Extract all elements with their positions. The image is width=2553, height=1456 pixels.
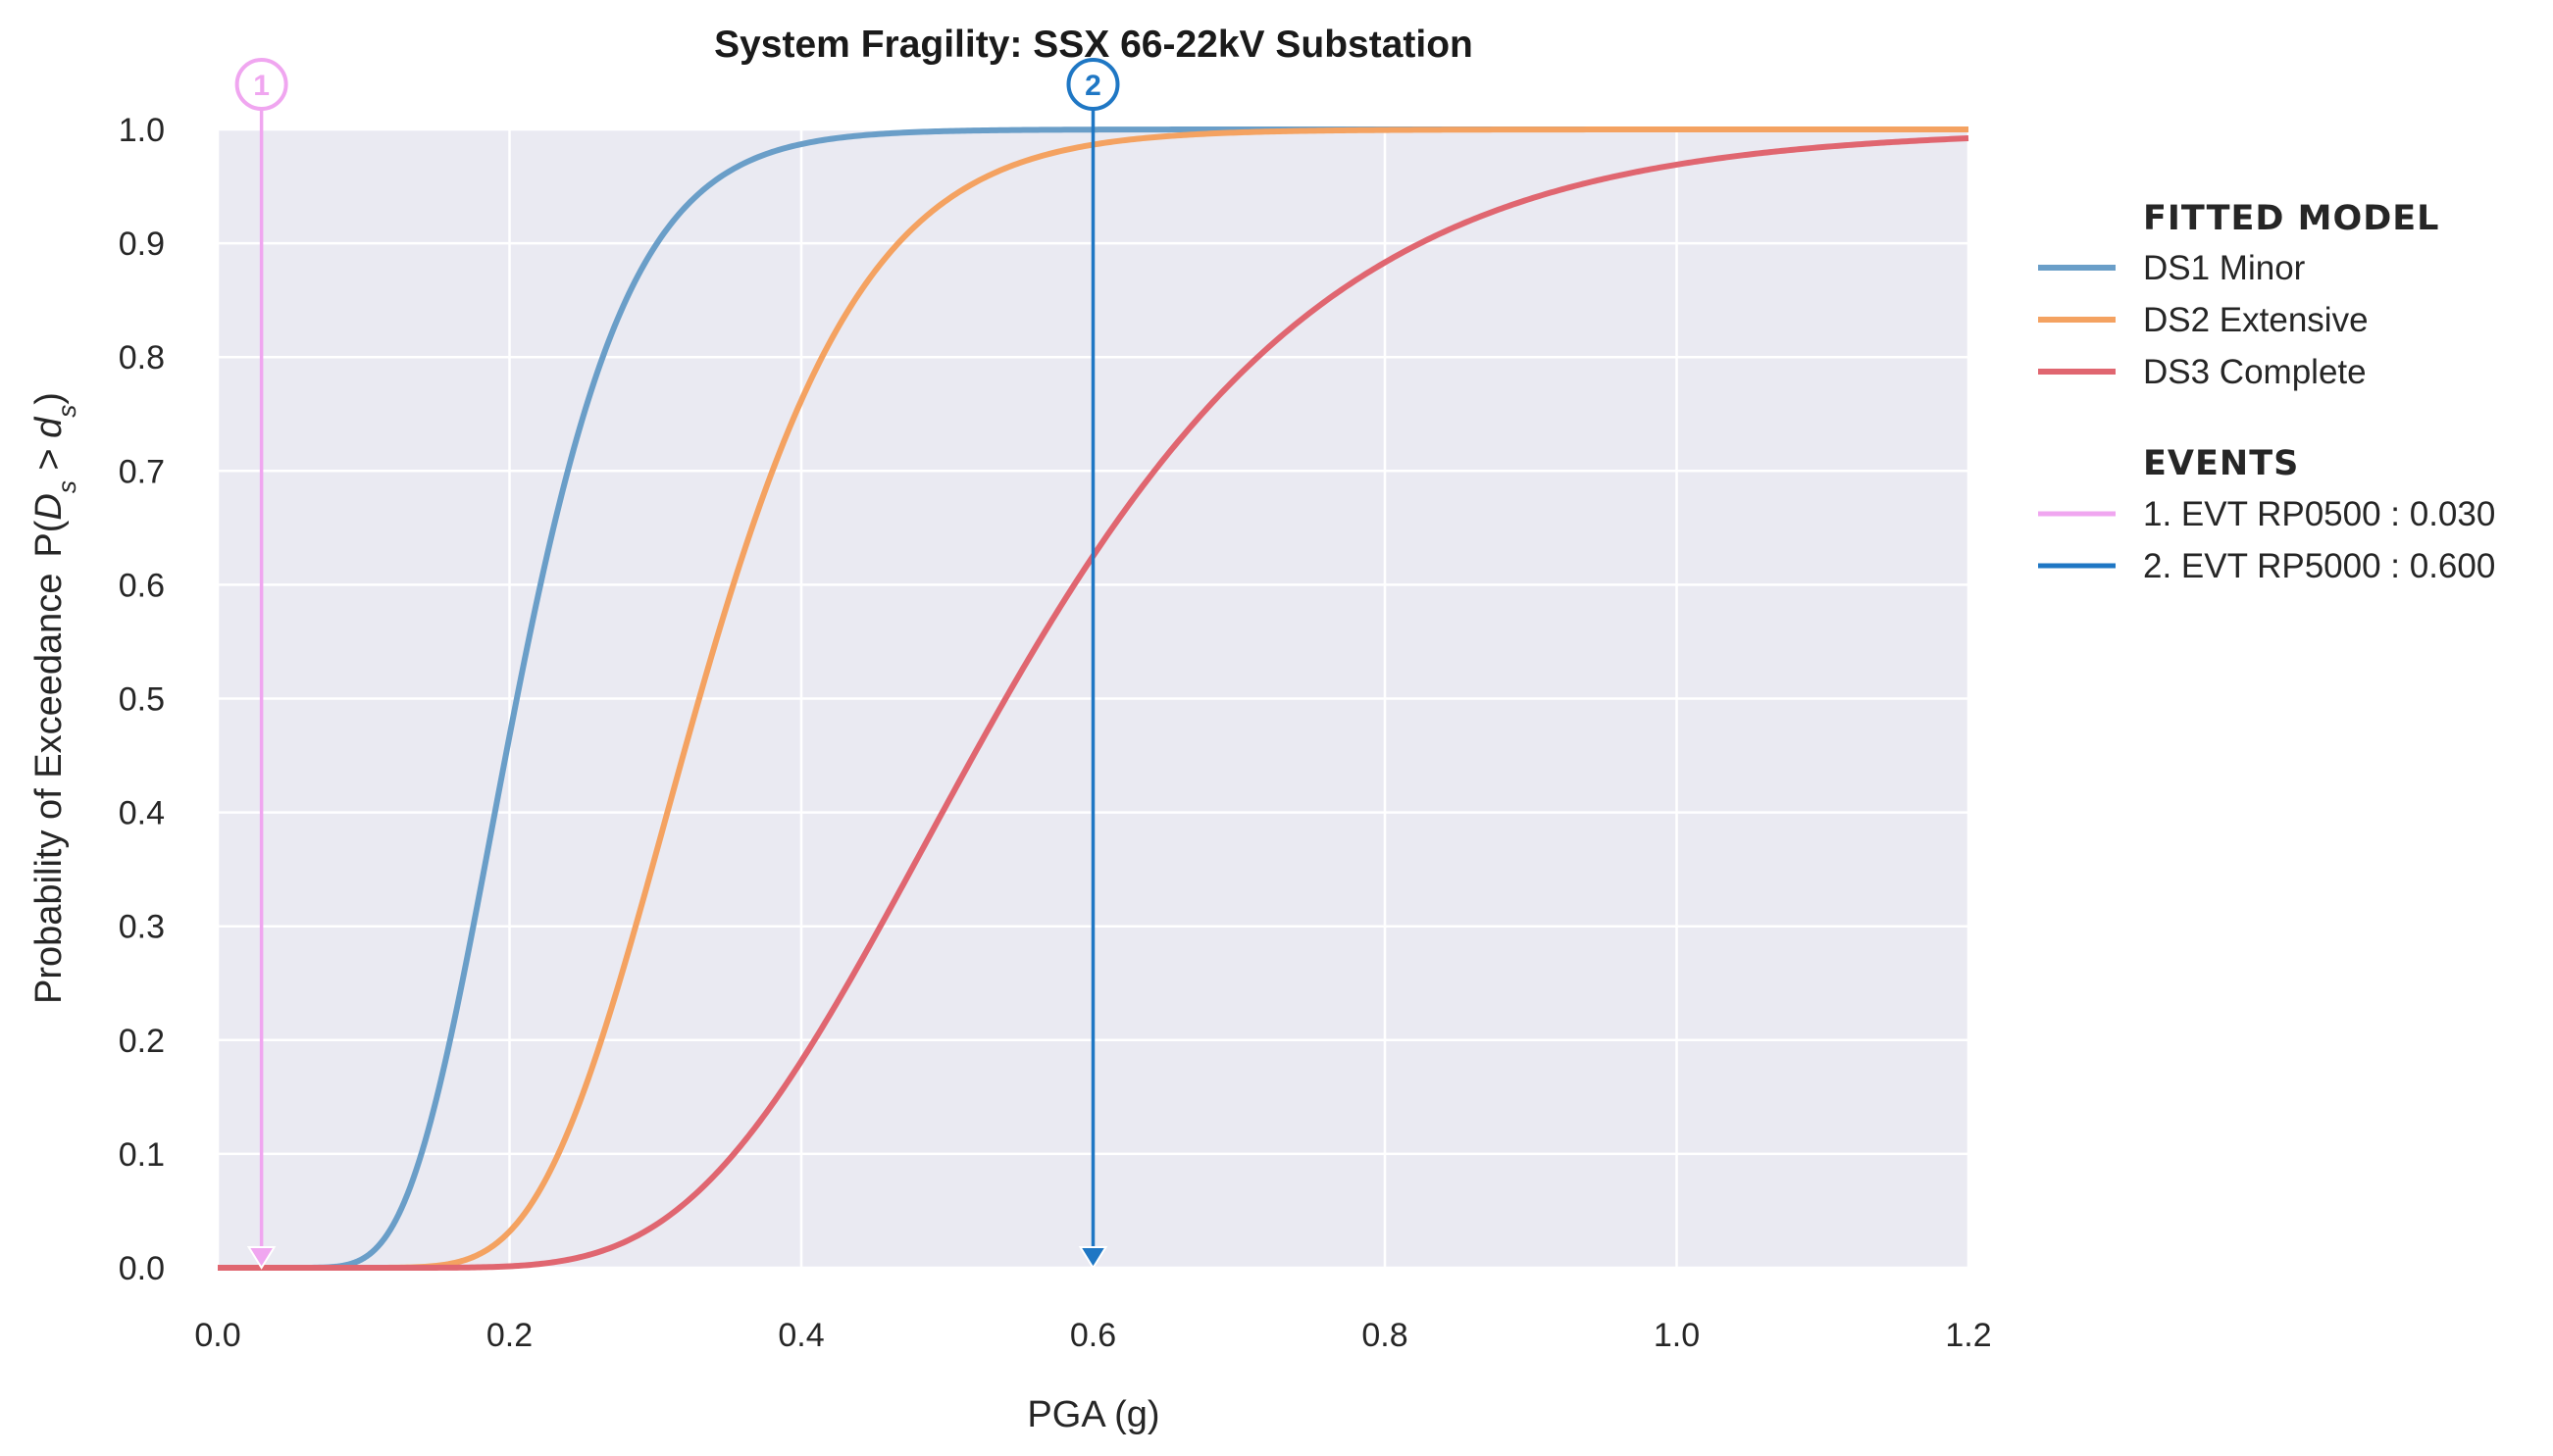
x-tick-label: 0.4 xyxy=(778,1317,824,1354)
x-tick-label: 0.0 xyxy=(194,1317,240,1354)
event-arrow-icon xyxy=(1078,1246,1108,1270)
y-tick-label: 0.6 xyxy=(119,567,165,604)
x-tick-label: 1.0 xyxy=(1654,1317,1700,1354)
y-tick-label: 0.1 xyxy=(119,1136,165,1174)
legend-label: DS1 Minor xyxy=(2143,249,2306,287)
y-axis-label-math: P(Ds > ds) xyxy=(28,392,81,558)
legend-entry: DS3 Complete xyxy=(2038,353,2367,391)
event-number: 1 xyxy=(253,70,270,102)
legend-entry: DS2 Extensive xyxy=(2038,301,2369,339)
x-tick-label: 1.2 xyxy=(1945,1317,1991,1354)
legend-label: DS2 Extensive xyxy=(2143,301,2369,339)
legend-event-entry: 2. EVT RP5000 : 0.600 xyxy=(2038,547,2495,585)
y-tick-label: 0.9 xyxy=(119,226,165,263)
x-tick-label: 0.8 xyxy=(1361,1317,1407,1354)
event-marker-2: 2 xyxy=(1066,58,1120,1270)
event-badge-icon xyxy=(234,58,288,111)
legend-title-model: FITTED MODEL xyxy=(2143,199,2439,238)
y-tick-label: 0.4 xyxy=(119,795,165,832)
event-arrow-icon xyxy=(246,1246,277,1270)
legend-title-events: EVENTS xyxy=(2143,444,2299,483)
y-tick-label: 0.7 xyxy=(119,453,165,490)
y-tick-label: 0.3 xyxy=(119,909,165,946)
legend-label: 1. EVT RP0500 : 0.030 xyxy=(2143,495,2495,533)
event-marker-1: 1 xyxy=(234,58,288,1270)
y-axis-label: Probability of Exceedance P(Ds > ds) xyxy=(28,392,81,1004)
x-tick-label: 0.2 xyxy=(486,1317,533,1354)
legend-label: DS3 Complete xyxy=(2143,353,2367,391)
x-tick-labels: 0.0 0.2 0.4 0.6 0.8 1.0 1.2 xyxy=(194,1317,1991,1354)
event-badge-icon xyxy=(1066,58,1120,111)
y-tick-label: 0.5 xyxy=(119,681,165,719)
y-tick-label: 0.2 xyxy=(119,1023,165,1060)
y-axis-label-prefix: Probability of Exceedance xyxy=(28,574,70,1004)
y-tick-label: 0.0 xyxy=(119,1250,165,1287)
event-number: 2 xyxy=(1085,70,1101,102)
y-tick-label: 1.0 xyxy=(119,112,165,149)
legend-label: 2. EVT RP5000 : 0.600 xyxy=(2143,547,2495,585)
y-tick-labels: 0.0 0.1 0.2 0.3 0.4 0.5 0.6 0.7 0.8 0.9 1.0 xyxy=(119,112,165,1287)
x-axis-label: PGA (g) xyxy=(1027,1394,1159,1435)
x-tick-label: 0.6 xyxy=(1070,1317,1116,1354)
legend: FITTED MODEL DS1 Minor DS2 Extensive DS3 C… xyxy=(2038,199,2495,585)
y-tick-label: 0.8 xyxy=(119,339,165,377)
legend-entry: DS1 Minor xyxy=(2038,249,2306,287)
legend-event-entry: 1. EVT RP0500 : 0.030 xyxy=(2038,495,2495,533)
